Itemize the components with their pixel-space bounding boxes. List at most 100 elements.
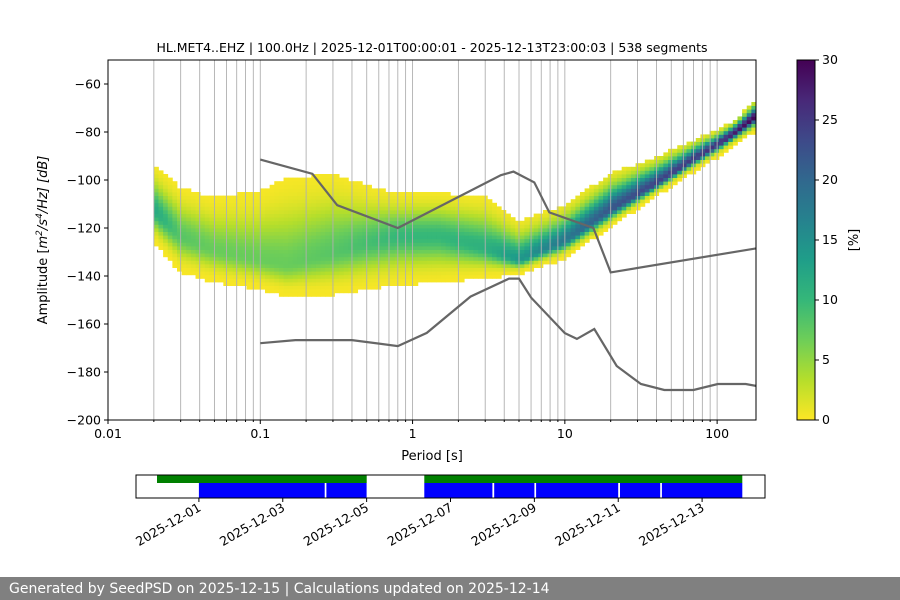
heatmap-cell xyxy=(283,188,289,193)
heatmap-cell xyxy=(529,264,535,268)
heatmap-cell xyxy=(260,231,266,236)
heatmap-cell xyxy=(237,224,243,229)
heatmap-cell xyxy=(195,249,201,254)
heatmap-cell xyxy=(501,267,507,272)
heatmap-cell xyxy=(283,235,289,240)
heatmap-cell xyxy=(422,228,428,232)
heatmap-cell xyxy=(357,210,363,214)
heatmap-cell xyxy=(672,177,678,182)
heatmap-cell xyxy=(450,260,456,265)
heatmap-cell xyxy=(413,210,419,214)
heatmap-cell xyxy=(399,264,405,268)
heatmap-cell xyxy=(436,278,442,283)
heatmap-cell xyxy=(241,256,247,261)
heatmap-cell xyxy=(441,274,447,279)
heatmap-cell xyxy=(746,120,752,124)
colorbar-gradient xyxy=(796,59,816,421)
heatmap-cell xyxy=(283,217,289,222)
heatmap-cell xyxy=(237,238,243,243)
heatmap-cell xyxy=(533,260,539,265)
heatmap-cell xyxy=(334,206,340,211)
heatmap-cell xyxy=(403,210,409,214)
heatmap-cell xyxy=(695,145,701,150)
heatmap-cell xyxy=(158,246,164,250)
heatmap-cell xyxy=(603,181,609,186)
heatmap-cell xyxy=(334,285,340,290)
heatmap-cell xyxy=(362,249,368,254)
x-axis: 0.01 0.1 1 10 100 xyxy=(94,420,729,441)
heatmap-cell xyxy=(200,253,206,258)
heatmap-cell xyxy=(274,181,280,186)
heatmap-cell xyxy=(366,242,372,247)
heatmap-cell xyxy=(214,238,220,243)
heatmap-cell xyxy=(399,238,405,243)
heatmap-cell xyxy=(190,210,196,214)
heatmap-cell xyxy=(265,260,271,265)
heatmap-cell xyxy=(325,195,331,200)
heatmap-cell xyxy=(570,217,576,222)
heatmap-cell xyxy=(695,166,701,171)
heatmap-cell xyxy=(214,210,220,214)
heatmap-cell xyxy=(218,249,224,254)
heatmap-cell xyxy=(459,249,465,254)
heatmap-cell xyxy=(454,228,460,232)
heatmap-cell xyxy=(320,242,326,247)
heatmap-cell xyxy=(529,217,535,222)
heatmap-cell xyxy=(153,199,159,204)
heatmap-cell xyxy=(617,170,623,175)
availability-segment xyxy=(157,475,367,483)
heatmap-cell xyxy=(403,256,409,261)
timeline-tick-label: 2025-12-11 xyxy=(552,500,622,549)
heatmap-cell xyxy=(380,242,386,247)
heatmap-cell xyxy=(705,145,711,150)
heatmap-cell xyxy=(255,220,261,225)
heatmap-cell xyxy=(167,235,173,240)
availability-segment xyxy=(620,483,661,498)
heatmap-cell xyxy=(190,202,196,207)
heatmap-cell xyxy=(598,210,604,214)
heatmap-cell xyxy=(362,253,368,258)
heatmap-cell xyxy=(223,282,229,286)
heatmap-cell xyxy=(362,210,368,214)
heatmap-cell xyxy=(288,289,294,294)
heatmap-cell xyxy=(288,192,294,196)
heatmap-cell xyxy=(153,177,159,182)
heatmap-cell xyxy=(315,235,321,240)
heatmap-cell xyxy=(672,181,678,186)
heatmap-cell xyxy=(353,195,359,200)
heatmap-cell xyxy=(334,184,340,189)
heatmap-cell xyxy=(677,170,683,175)
heatmap-cell xyxy=(302,282,308,286)
heatmap-cell xyxy=(445,271,451,276)
heatmap-cell xyxy=(403,282,409,286)
heatmap-cell xyxy=(329,285,335,290)
heatmap-cell xyxy=(445,213,451,218)
heatmap-cell xyxy=(274,253,280,258)
heatmap-cell xyxy=(390,249,396,254)
colorbar-tick-label: 0 xyxy=(822,412,830,427)
heatmap-cell xyxy=(617,210,623,214)
heatmap-cell xyxy=(204,271,210,276)
heatmap-cell xyxy=(246,206,252,211)
heatmap-cell xyxy=(612,210,618,214)
heatmap-cell xyxy=(297,181,303,186)
heatmap-cell xyxy=(473,267,479,272)
heatmap-cell xyxy=(533,246,539,250)
heatmap-cell xyxy=(366,210,372,214)
heatmap-cell xyxy=(612,206,618,211)
heatmap-cell xyxy=(552,220,558,225)
heatmap-cell xyxy=(746,116,752,121)
heatmap-cell xyxy=(283,256,289,261)
heatmap-cell xyxy=(561,220,567,225)
heatmap-cell xyxy=(491,274,498,279)
heatmap-cell xyxy=(427,199,433,204)
heatmap-cell xyxy=(274,285,280,290)
heatmap-cell xyxy=(195,264,201,268)
heatmap-cell xyxy=(468,238,474,243)
heatmap-cell xyxy=(343,282,349,286)
heatmap-cell xyxy=(732,130,738,135)
heatmap-cell xyxy=(621,174,627,178)
heatmap-cell xyxy=(200,235,206,240)
heatmap-cell xyxy=(325,217,331,222)
heatmap-cell xyxy=(459,202,465,207)
